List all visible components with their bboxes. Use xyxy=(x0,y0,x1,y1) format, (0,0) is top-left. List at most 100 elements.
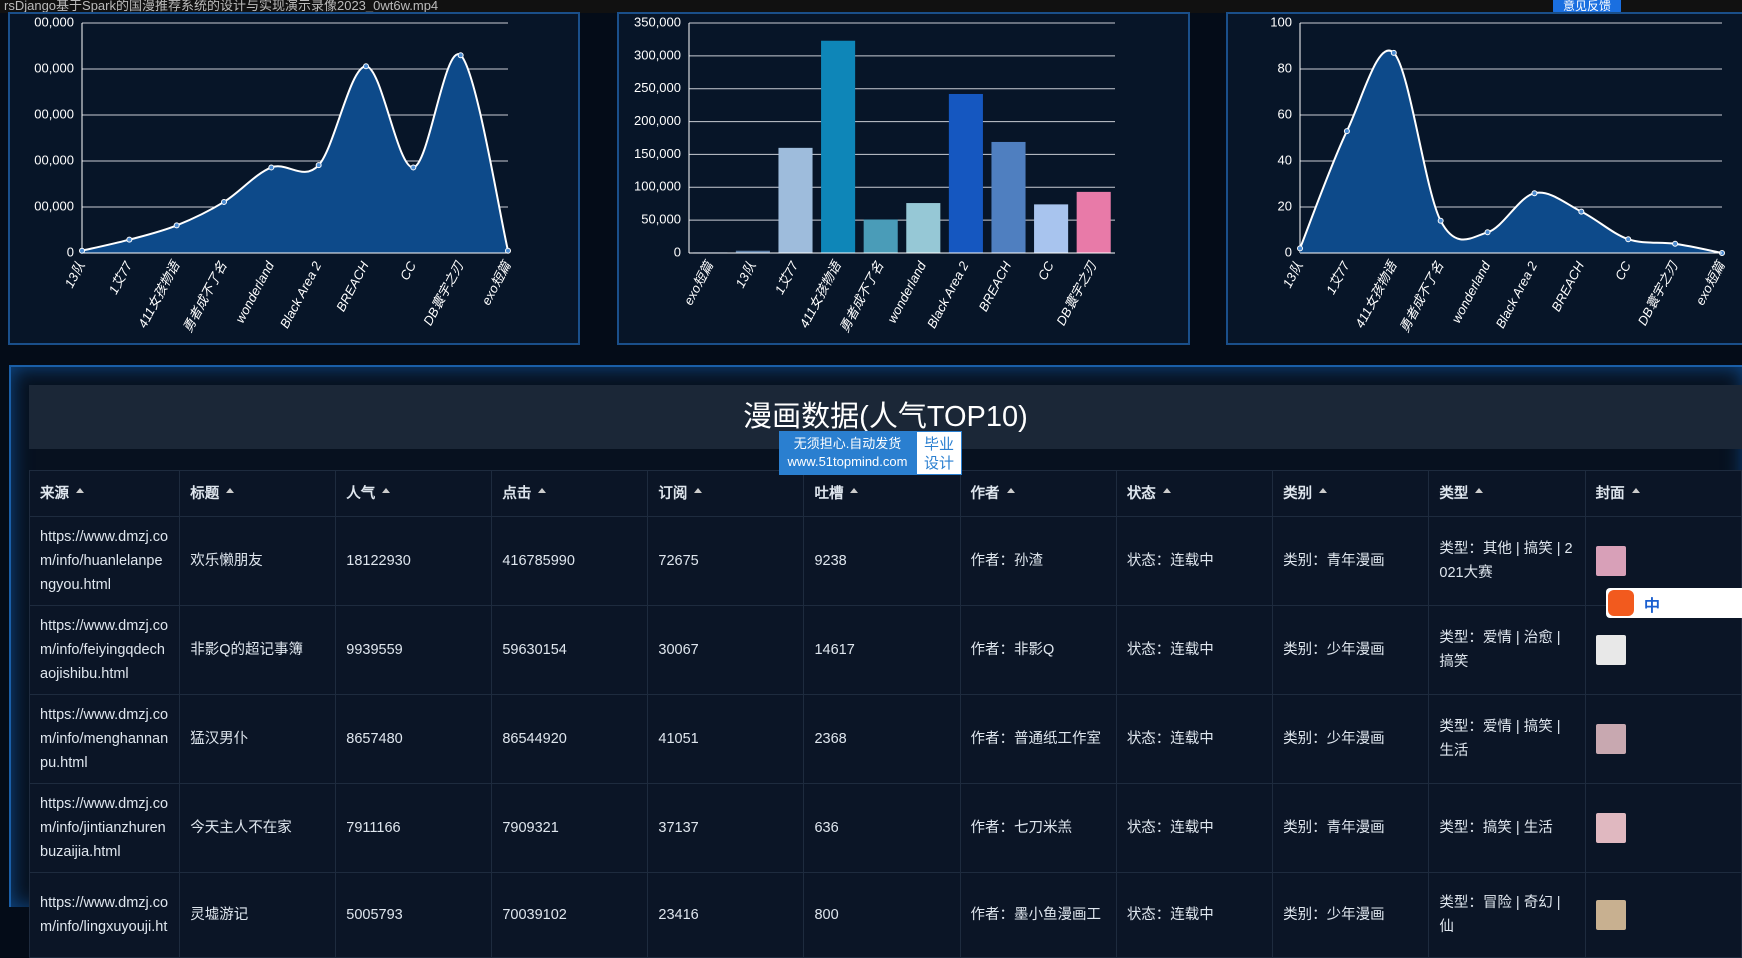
y-tick-label: 00,000 xyxy=(34,60,74,75)
ime-toolbar: 中 xyxy=(1606,588,1742,618)
table-cell: https://www.dmzj.com/info/jintianzhurenb… xyxy=(28,783,181,873)
table-cell: 灵墟游记 xyxy=(179,872,337,958)
column-header[interactable]: 状态 xyxy=(1115,470,1274,517)
point xyxy=(1484,229,1491,236)
table-cell: 2368 xyxy=(803,694,961,784)
y-tick-label: 350,000 xyxy=(634,14,681,29)
point xyxy=(268,164,275,171)
watermark-badge: 毕业 设计 xyxy=(916,431,962,475)
column-header[interactable]: 人气 xyxy=(335,470,493,517)
column-header[interactable]: 封面 xyxy=(1584,470,1742,517)
ime-mode[interactable]: 中 xyxy=(1644,598,1661,615)
watermark: 无须担心.自动发货 www.51topmind.com 毕业设计 xyxy=(779,431,962,475)
bar xyxy=(948,93,983,253)
table-row: https://www.dmzj.com/info/jintianzhurenb… xyxy=(28,783,1742,873)
table-cell: 非影Q的超记事簿 xyxy=(179,605,337,695)
table-row: https://www.dmzj.com/info/menghannanpu.h… xyxy=(28,694,1742,784)
cover-image xyxy=(1595,813,1626,843)
table-cell: 状态：连载中 xyxy=(1115,516,1274,606)
area xyxy=(1300,50,1722,253)
badge-line: 设计 xyxy=(923,455,954,472)
point xyxy=(173,222,180,229)
table-cell: 类别：青年漫画 xyxy=(1272,516,1430,606)
watermark-line: 无须担心.自动发货 xyxy=(793,436,902,451)
y-tick-label: 100 xyxy=(1270,14,1292,29)
y-tick-label: 250,000 xyxy=(634,80,681,95)
point xyxy=(363,63,369,70)
y-tick-label: 00,000 xyxy=(34,152,74,167)
watermark-text: 无须担心.自动发货 www.51topmind.com xyxy=(779,431,916,475)
table-cell: 类型：其他 | 搞笑 | 2021大赛 xyxy=(1428,516,1586,606)
column-header[interactable]: 类型 xyxy=(1428,470,1586,517)
point xyxy=(1578,208,1585,215)
y-tick-label: 0 xyxy=(674,244,681,259)
table-cell: 猛汉男仆 xyxy=(179,694,337,784)
chart-panel xyxy=(1226,12,1742,345)
point xyxy=(1625,236,1632,243)
cover-image xyxy=(1595,546,1626,576)
table-cell: 类别：少年漫画 xyxy=(1272,872,1430,958)
y-tick-label: 00,000 xyxy=(34,198,74,213)
y-tick-label: 100,000 xyxy=(634,179,681,194)
point xyxy=(505,247,511,254)
table-cell: 今天主人不在家 xyxy=(179,783,337,873)
table-cell: https://www.dmzj.com/info/feiyingqdechao… xyxy=(28,605,181,695)
table-cell: 72675 xyxy=(647,516,805,606)
y-tick-label: 300,000 xyxy=(634,47,681,62)
y-tick-label: 00,000 xyxy=(34,106,74,121)
column-header[interactable]: 点击 xyxy=(491,470,649,517)
page: rsDjango基于Spark的国漫推荐系统的设计与实现演示录像2023_0wt… xyxy=(0,0,1742,905)
table-cell: 类型：搞笑 | 生活 xyxy=(1428,783,1586,873)
y-tick-label: 0 xyxy=(1285,244,1292,259)
chart-panel xyxy=(617,12,1190,345)
table-cell: 30067 xyxy=(647,605,805,695)
cover-cell xyxy=(1584,872,1742,958)
table-cell: https://www.dmzj.com/info/huanlelanpengy… xyxy=(28,516,181,606)
cover-image xyxy=(1595,724,1626,754)
table-cell: 70039102 xyxy=(491,872,649,958)
table-cell: 5005793 xyxy=(335,872,493,958)
table-cell: 9939559 xyxy=(335,605,493,695)
column-header[interactable]: 吐槽 xyxy=(803,470,961,517)
table-cell: 37137 xyxy=(647,783,805,873)
point xyxy=(457,52,464,59)
point xyxy=(1390,49,1397,56)
y-tick-label: 60 xyxy=(1278,106,1292,121)
point xyxy=(1437,217,1444,224)
column-header[interactable]: 标题 xyxy=(179,470,337,517)
table-cell: 作者：普通纸工作室 xyxy=(959,694,1117,784)
column-header[interactable]: 作者 xyxy=(959,470,1117,517)
cover-cell xyxy=(1584,605,1742,695)
badge-line: 毕业 xyxy=(923,436,954,453)
feedback-button[interactable]: 意见反馈 xyxy=(1553,0,1622,13)
point xyxy=(126,236,133,243)
table-row: https://www.dmzj.com/info/huanlelanpengy… xyxy=(28,516,1742,606)
y-tick-label: 00,000 xyxy=(34,14,74,29)
column-header[interactable]: 来源 xyxy=(28,470,181,517)
table-cell: 类别：少年漫画 xyxy=(1272,694,1430,784)
point xyxy=(315,162,322,169)
table-cell: https://www.dmzj.com/info/lingxuyouji.ht xyxy=(28,872,181,958)
y-tick-label: 0 xyxy=(67,244,74,259)
column-header[interactable]: 订阅 xyxy=(647,470,805,517)
y-tick-label: 150,000 xyxy=(634,146,681,161)
table-cell: 8657480 xyxy=(335,694,493,784)
column-header[interactable]: 类别 xyxy=(1272,470,1430,517)
table-cell: 欢乐懒朋友 xyxy=(179,516,337,606)
point xyxy=(1531,190,1538,197)
table-cell: 作者：孙渣 xyxy=(959,516,1117,606)
point xyxy=(221,198,227,205)
table-cell: 状态：连载中 xyxy=(1115,783,1274,873)
point xyxy=(1343,128,1350,135)
table-cell: 7911166 xyxy=(335,783,493,873)
cover-image xyxy=(1595,635,1626,665)
y-tick-label: 200,000 xyxy=(634,113,681,128)
bar xyxy=(906,203,941,253)
table-cell: 作者：七刀米羔 xyxy=(959,783,1117,873)
table-cell: 86544920 xyxy=(491,694,649,784)
table-row: https://www.dmzj.com/info/feiyingqdechao… xyxy=(28,605,1742,695)
window-title: rsDjango基于Spark的国漫推荐系统的设计与实现演示录像2023_0wt… xyxy=(4,0,439,13)
cover-cell xyxy=(1584,694,1742,784)
table-cell: 类别：少年漫画 xyxy=(1272,605,1430,695)
point xyxy=(1297,245,1303,252)
